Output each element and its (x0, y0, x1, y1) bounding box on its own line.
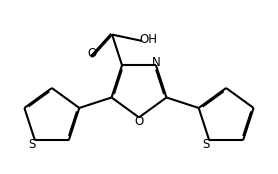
Text: O: O (87, 47, 96, 60)
Text: S: S (202, 138, 210, 151)
Text: S: S (28, 138, 36, 151)
Text: N: N (152, 56, 160, 69)
Text: O: O (134, 115, 144, 128)
Text: OH: OH (139, 33, 157, 46)
